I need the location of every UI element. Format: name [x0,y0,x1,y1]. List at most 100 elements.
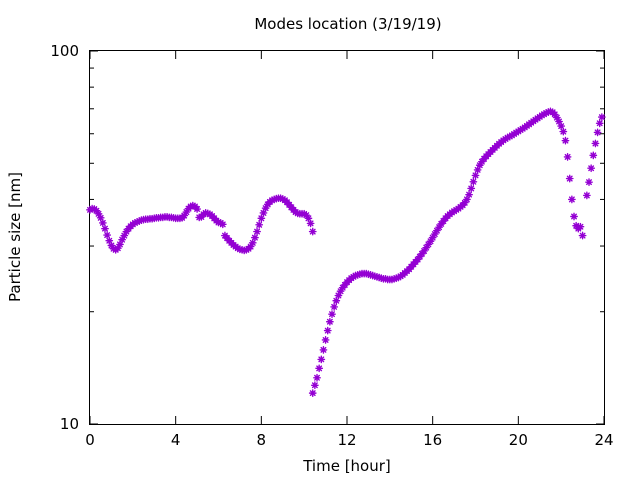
data-point [313,373,321,382]
data-point [430,230,439,238]
y-tick-label: 10 [60,415,79,433]
data-point [546,107,555,116]
plot-frame [89,50,605,425]
data-point [109,244,118,253]
data-point [557,122,566,131]
data-point [105,236,114,245]
data-point [120,231,129,240]
data-point [587,164,596,173]
data-point [473,165,482,174]
x-tick-label: 24 [594,431,613,449]
data-point [306,219,315,228]
data-point [101,224,109,233]
x-axis: 0 4 8 12 16 20 24 [85,51,614,449]
data-point [246,242,255,251]
data-point [259,209,268,217]
data-point [193,205,201,213]
data-point [328,310,336,319]
data-point [475,161,484,170]
data-point [304,214,313,223]
data-point [261,204,270,213]
data-point [426,237,435,246]
data-point [248,238,257,247]
data-point [555,117,563,126]
data-point [94,209,103,218]
data-point [589,151,598,160]
data-point [308,227,317,236]
data-point [505,132,514,141]
data-point [103,231,112,239]
data-point [233,244,242,253]
data-point [133,218,142,226]
data-point [578,231,587,240]
data-points [86,107,606,398]
data-point [257,214,266,223]
data-point [595,119,604,128]
data-point [465,190,473,199]
data-point [597,113,606,121]
data-point [180,211,189,220]
data-point [424,240,433,249]
data-point [96,213,105,222]
data-point [302,211,311,220]
data-point [319,346,328,354]
data-point [552,113,561,122]
data-point [433,226,441,235]
data-point [92,206,101,215]
data-point [325,317,334,326]
data-point [203,209,212,218]
data-point [334,291,343,300]
data-point [467,184,476,193]
data-point [113,244,122,253]
data-point [131,219,139,227]
data-point [570,212,578,221]
data-point [435,223,443,232]
data-point [463,195,471,204]
x-tick-label: 0 [85,431,95,449]
data-point [321,336,330,344]
data-point [503,133,512,142]
data-point [308,389,317,398]
y-axis-label: Particle size [nm] [6,172,24,302]
y-axis: 10 100 [50,42,604,433]
data-point [422,243,431,252]
data-point [591,139,600,148]
data-point [420,247,428,255]
data-point [276,194,285,203]
data-point [576,222,585,231]
data-point [315,364,324,373]
data-point [559,127,568,136]
x-tick-label: 4 [171,431,181,449]
data-point [471,171,480,180]
data-point [116,240,124,249]
data-point [565,174,574,183]
x-axis-label: Time [hour] [302,457,391,475]
data-point [255,220,264,229]
y-tick-label: 100 [50,42,79,60]
data-point [567,195,576,204]
data-point [561,136,570,145]
data-point [268,196,276,205]
data-point [460,198,469,207]
data-point [118,235,127,244]
data-point [107,241,116,250]
data-point [186,202,195,211]
data-point [332,296,341,305]
data-point [582,191,591,200]
data-point [336,287,345,296]
data-point [188,201,197,210]
data-point [317,355,326,364]
data-point [270,195,279,204]
data-point [330,303,339,311]
data-point [593,128,602,137]
data-point [242,245,251,254]
data-point [469,177,478,186]
x-tick-label: 16 [423,431,442,449]
x-tick-label: 12 [337,431,356,449]
data-point [585,178,593,187]
chart-title: Modes location (3/19/19) [254,15,441,33]
data-point [544,108,553,116]
data-point [310,381,319,390]
data-point [253,227,261,236]
